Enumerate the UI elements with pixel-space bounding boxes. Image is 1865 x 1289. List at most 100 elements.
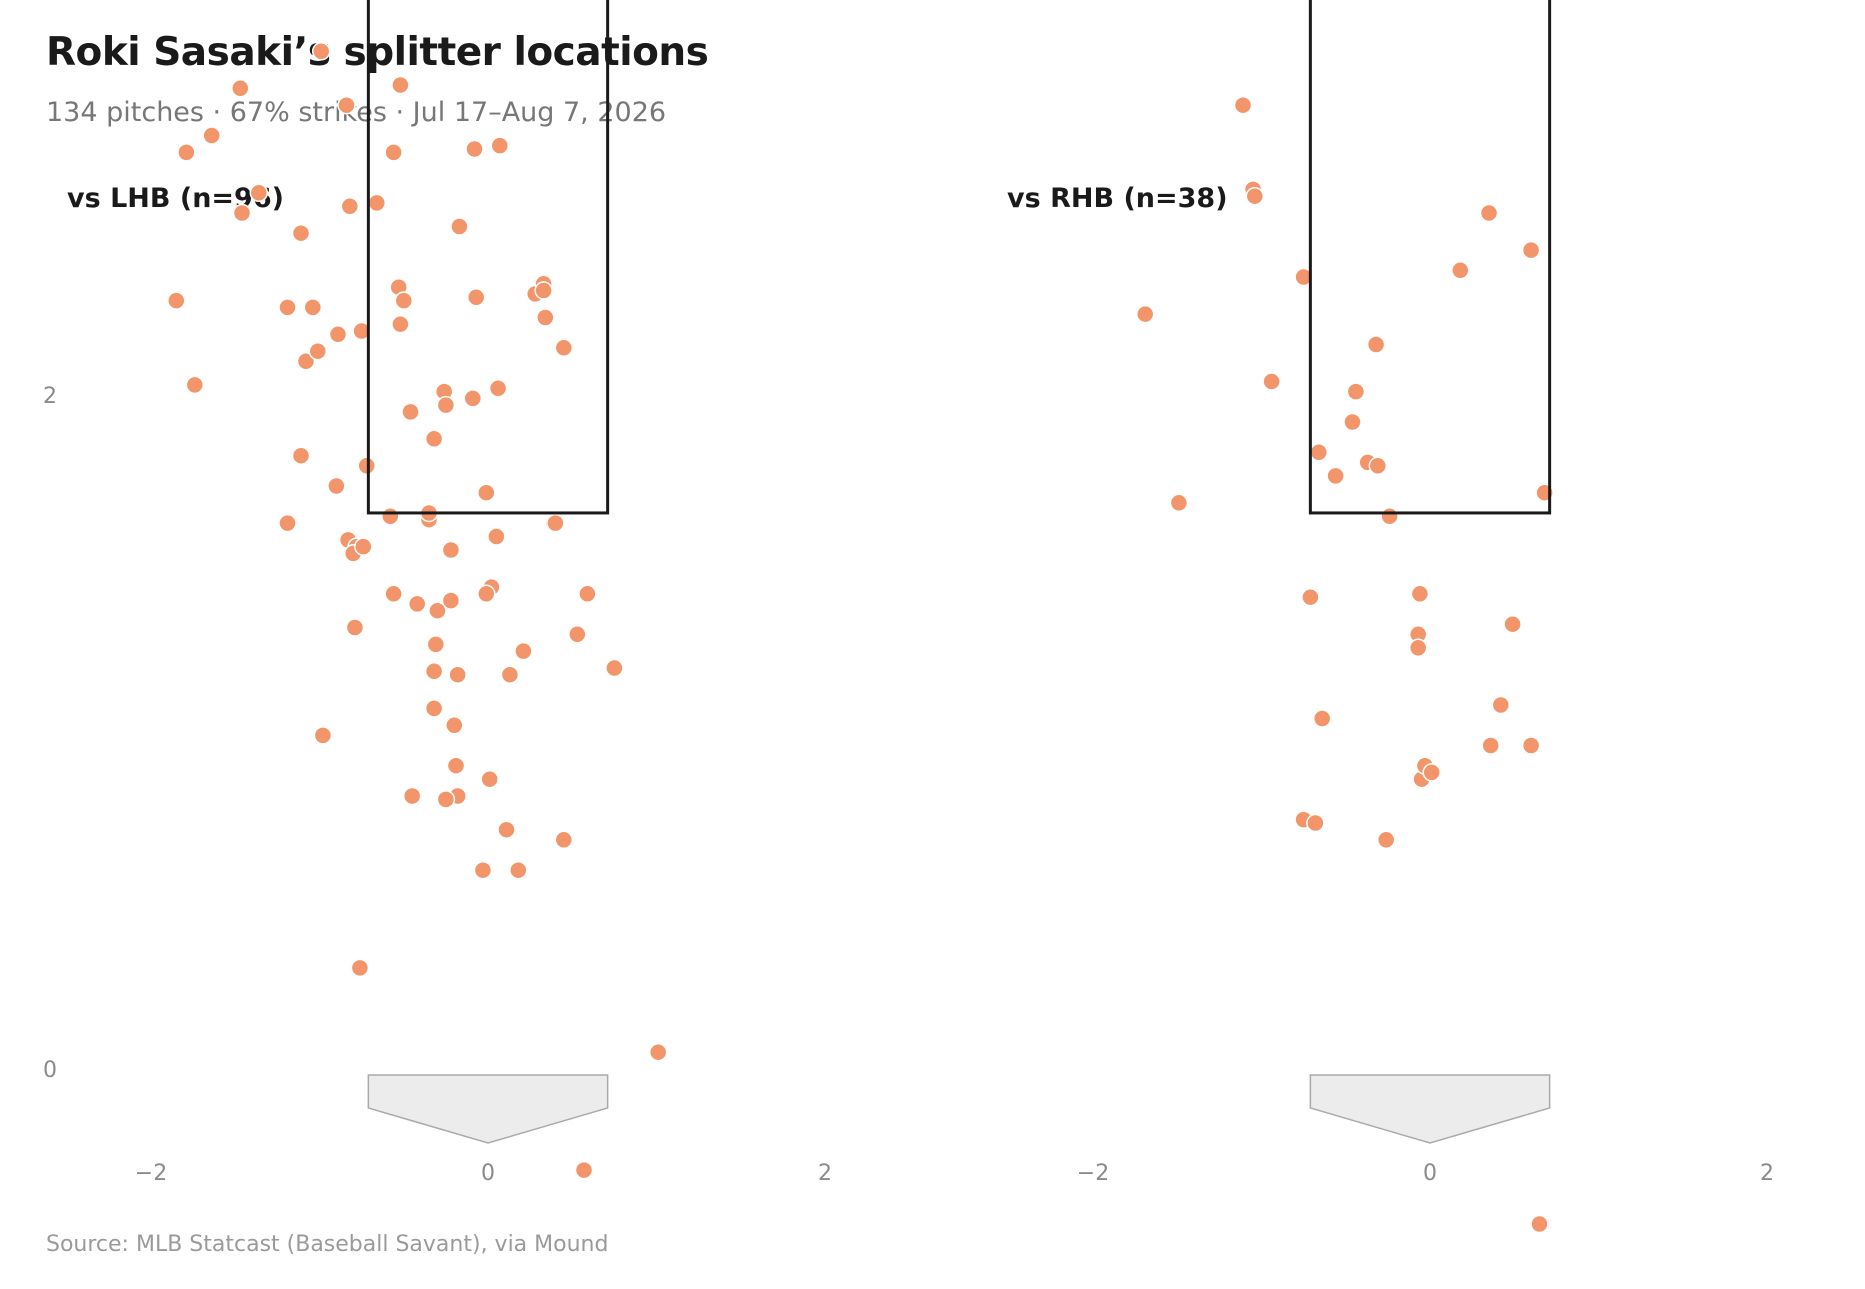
panel-vs-lhb: vs LHB (n=96) −202024 bbox=[43, 0, 832, 1186]
x-tick-label: 0 bbox=[1423, 1161, 1437, 1186]
y-tick-label: 2 bbox=[43, 384, 57, 409]
pitch-point bbox=[1521, 736, 1541, 755]
pitch-point bbox=[554, 338, 574, 358]
pitch-point bbox=[1366, 335, 1386, 354]
pitch-point bbox=[424, 662, 444, 681]
pitch-point bbox=[394, 291, 414, 310]
pitch-point bbox=[350, 958, 370, 978]
pitch-point bbox=[328, 325, 348, 344]
pitch-point bbox=[487, 527, 506, 546]
x-tick-label: 0 bbox=[481, 1161, 495, 1186]
pitch-point bbox=[500, 665, 520, 684]
x-tick-label: −2 bbox=[1077, 1161, 1109, 1186]
chart-title: Roki Sasaki’s splitter locations bbox=[46, 30, 709, 75]
panel-title-vs-rhb: vs RHB (n=38) bbox=[1007, 183, 1228, 214]
pitch-point bbox=[465, 139, 484, 159]
pitch-point bbox=[291, 446, 311, 465]
pitch-point bbox=[311, 42, 331, 61]
pitch-point bbox=[1481, 736, 1500, 755]
pitch-point bbox=[446, 756, 466, 775]
x-tick-label: 2 bbox=[1760, 1161, 1774, 1186]
pitch-point bbox=[291, 223, 311, 243]
pitch-point bbox=[391, 314, 410, 334]
pitch-point bbox=[278, 298, 297, 317]
strike-zone bbox=[366, 0, 610, 515]
pitch-point bbox=[1368, 456, 1388, 476]
pitch-point bbox=[1408, 638, 1428, 658]
pitch-point bbox=[428, 601, 447, 620]
pitch-point bbox=[497, 820, 516, 839]
pitch-point bbox=[1245, 186, 1265, 206]
pitch-point bbox=[568, 625, 587, 644]
pitch-point bbox=[488, 379, 508, 398]
pitch-point bbox=[407, 594, 427, 614]
pitch-point bbox=[490, 136, 510, 155]
pitch-point bbox=[546, 513, 565, 533]
pitch-point bbox=[367, 193, 387, 213]
pitch-point bbox=[477, 483, 496, 502]
pitch-point bbox=[477, 584, 496, 604]
pitch-point bbox=[384, 143, 403, 162]
pitch-point bbox=[605, 658, 624, 678]
pitch-point bbox=[1451, 261, 1470, 280]
pitch-point bbox=[340, 197, 360, 216]
pitch-point bbox=[509, 860, 528, 880]
pitch-point bbox=[327, 476, 346, 496]
pitch-point bbox=[578, 584, 597, 604]
x-tick-label: −2 bbox=[135, 1161, 167, 1186]
pitch-point bbox=[345, 618, 365, 637]
x-tick-label: 2 bbox=[818, 1161, 832, 1186]
pitch-point bbox=[445, 716, 464, 735]
pitch-point bbox=[1326, 466, 1345, 486]
pitch-point bbox=[352, 321, 371, 341]
pitch-point bbox=[424, 429, 444, 449]
pitch-point bbox=[1346, 382, 1366, 401]
pitch-point bbox=[296, 352, 316, 371]
pitch-point bbox=[463, 389, 483, 408]
pitch-point bbox=[381, 507, 400, 526]
pitch-point bbox=[424, 699, 444, 718]
pitch-point bbox=[354, 537, 373, 556]
home-plate bbox=[367, 1074, 609, 1144]
pitch-point bbox=[1309, 443, 1329, 462]
pitch-point bbox=[202, 126, 221, 145]
pitch-point bbox=[436, 395, 456, 415]
pitch-point bbox=[1380, 507, 1399, 526]
pitch-point bbox=[1410, 584, 1430, 604]
pitch-point bbox=[436, 790, 456, 809]
pitch-point bbox=[1262, 372, 1281, 391]
pitch-point bbox=[574, 1160, 594, 1180]
pitch-point bbox=[514, 641, 533, 661]
pitch-point bbox=[278, 513, 297, 533]
pitch-point bbox=[308, 341, 328, 361]
pitch-point bbox=[167, 291, 186, 310]
pitch-point bbox=[401, 402, 420, 422]
pitch-point bbox=[185, 375, 205, 395]
pitch-point bbox=[303, 298, 323, 317]
pitch-point bbox=[536, 308, 555, 327]
pitch-point bbox=[648, 1042, 668, 1062]
pitch-point bbox=[402, 786, 422, 806]
pitch-point bbox=[441, 591, 461, 610]
pitch-point bbox=[249, 183, 269, 203]
pitch-point bbox=[313, 726, 333, 745]
pitch-point bbox=[337, 95, 356, 115]
pitch-point bbox=[534, 281, 553, 300]
panel-vs-rhb: vs RHB (n=38) −2 0 2 bbox=[1007, 0, 1774, 1234]
pitch-point bbox=[384, 584, 403, 604]
pitch-point bbox=[450, 217, 469, 236]
pitch-point bbox=[1294, 267, 1313, 287]
pitch-point bbox=[1135, 304, 1155, 324]
chart-subtitle: 134 pitches · 67% strikes · Jul 17–Aug 7… bbox=[46, 97, 667, 128]
pitch-point bbox=[357, 456, 376, 476]
pitch-point bbox=[441, 540, 461, 560]
pitch-point bbox=[1233, 95, 1253, 115]
pitch-point bbox=[1376, 830, 1396, 850]
pitch-point bbox=[426, 635, 446, 654]
pitch-point bbox=[1306, 813, 1325, 833]
home-plate bbox=[1309, 1074, 1551, 1144]
pitch-point bbox=[1312, 709, 1332, 728]
pitch-point bbox=[1343, 412, 1362, 432]
pitch-point bbox=[554, 830, 574, 850]
